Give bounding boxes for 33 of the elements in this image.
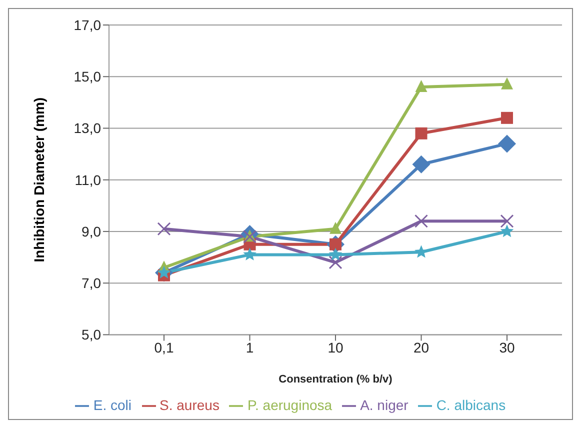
point [328,256,342,270]
point [415,127,428,140]
point [500,214,514,228]
x-tick-label: 30 [499,340,515,356]
x-tick-label: 20 [413,340,430,356]
point [415,80,428,92]
point [330,222,342,234]
point [157,222,171,236]
x-tick-label: 0,1 [154,340,174,356]
legend-label: C. albicans [436,396,506,413]
y-axis-title: Inhibition Diameter (mm) [30,97,47,262]
legend-label: P. aeruginosa [247,396,332,413]
x-axis-title: Consentration (% b/v) [278,374,393,386]
y-tick-label: 5,0 [82,326,102,343]
y-tick-label: 17,0 [74,16,102,33]
point [500,224,514,238]
point [501,112,513,124]
x-tick-label: 10 [328,340,344,356]
point [498,134,516,153]
y-tick-label: 7,0 [82,275,102,292]
legend-label: S. aureus [160,396,220,413]
point [412,155,430,174]
legend-label: E. coli [93,396,132,413]
x-tick-label: 1 [246,340,254,356]
point [328,248,342,260]
y-tick-label: 9,0 [82,223,102,240]
point [501,77,513,90]
point [414,214,428,228]
y-tick-label: 15,0 [74,68,102,85]
legend-label: A. niger [360,396,408,413]
y-tick-label: 11,0 [74,172,102,188]
y-tick-label: 13,0 [74,120,102,136]
point [243,248,256,260]
